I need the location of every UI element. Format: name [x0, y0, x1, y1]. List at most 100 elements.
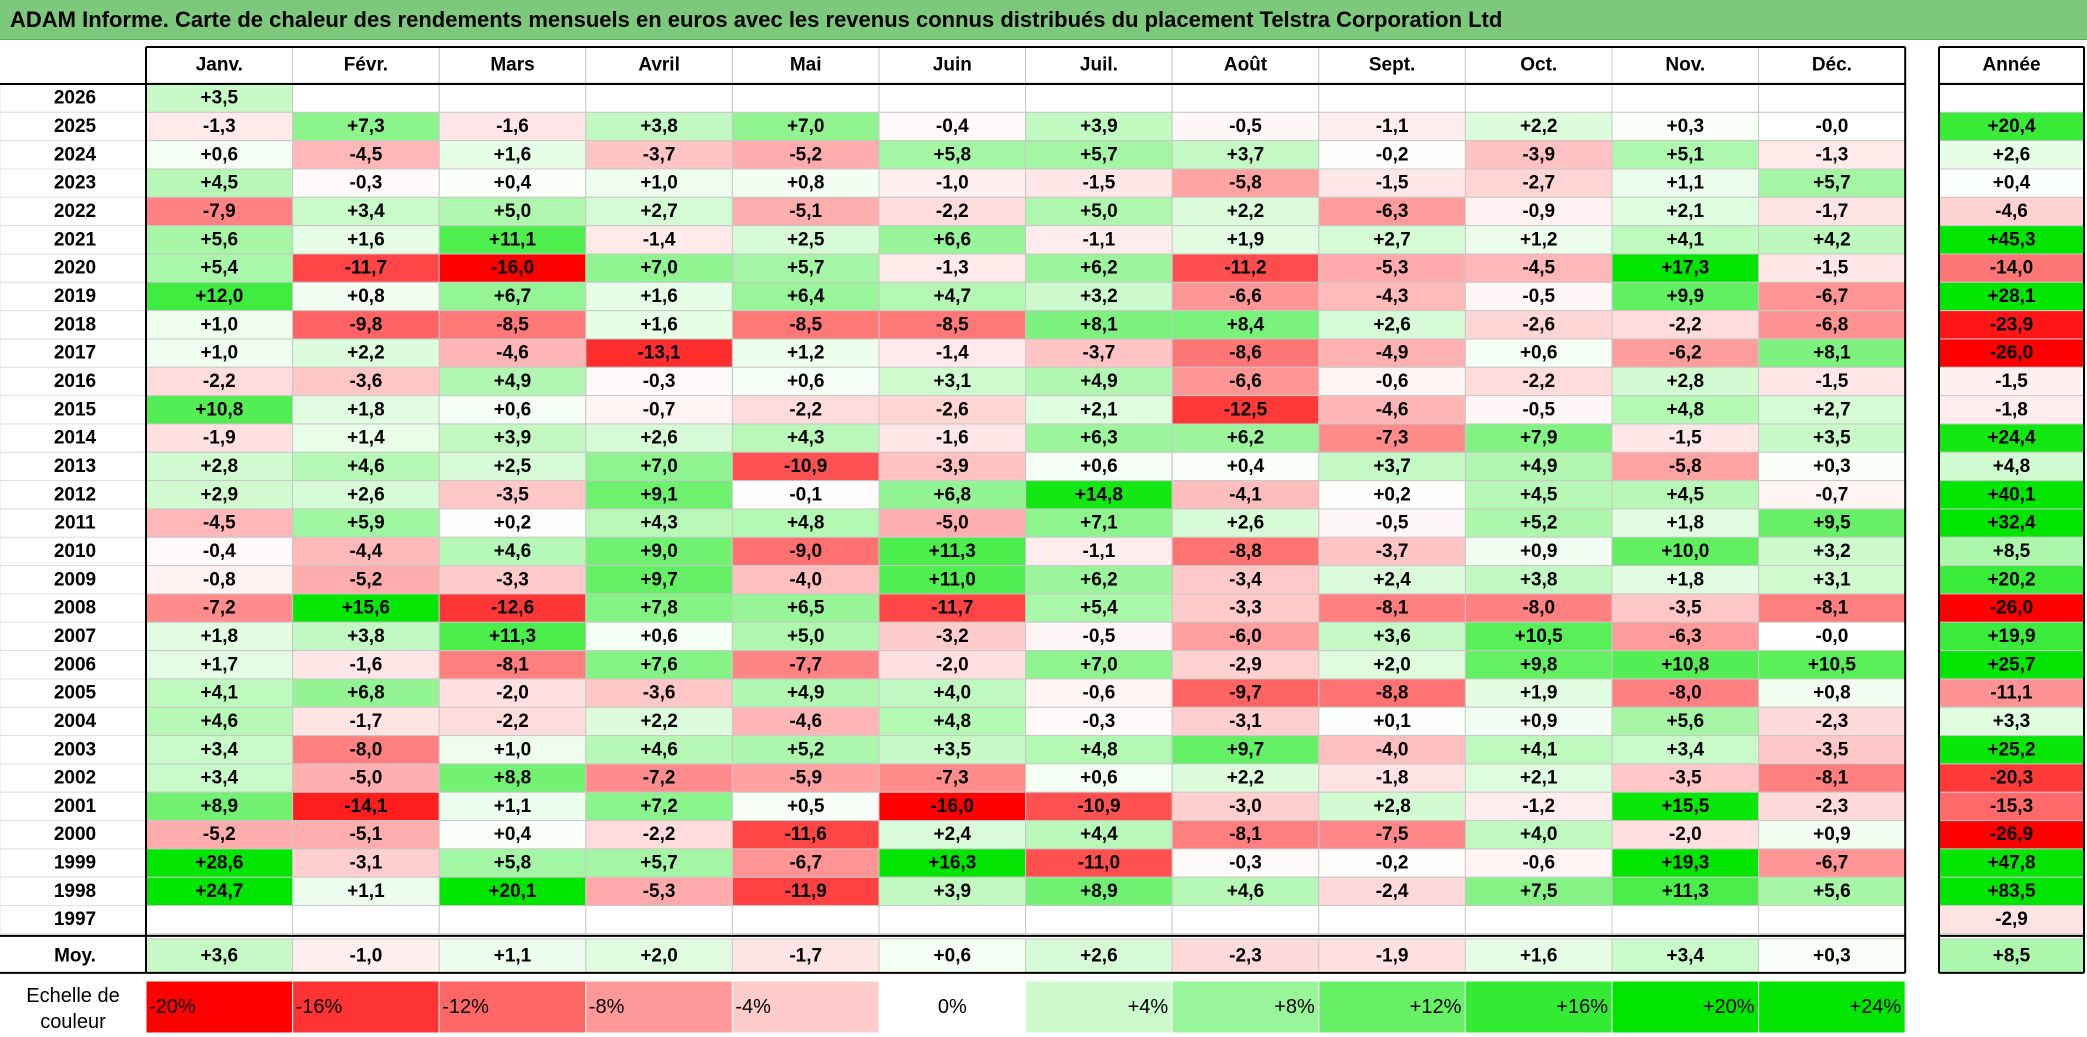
heatmap-cell — [1611, 480, 1760, 510]
heatmap-cell-value: +3,7 — [1373, 456, 1411, 477]
heatmap-cell — [1318, 253, 1466, 283]
heatmap-cell — [292, 678, 440, 708]
heatmap-cell-value: -0,0 — [1816, 626, 1849, 647]
heatmap-cell — [1758, 480, 1906, 510]
heatmap-cell — [1464, 310, 1613, 340]
heatmap-cell-value: -3,5 — [1816, 739, 1849, 760]
heatmap-cell — [585, 253, 733, 283]
heatmap-cell-value: -2,2 — [1522, 371, 1555, 392]
heatmap-cell-value: +4,3 — [787, 428, 825, 449]
heatmap-cell-value: +7,2 — [640, 796, 678, 817]
year-label: 2004 — [54, 711, 97, 732]
heatmap-cell — [1171, 905, 1320, 935]
heatmap-cell-value: +1,9 — [1520, 683, 1558, 704]
heatmap-cell — [1025, 735, 1173, 765]
heatmap-cell — [1611, 395, 1760, 425]
heatmap-cell-value: +9,8 — [1520, 654, 1558, 675]
heatmap-cell-value: +2,7 — [1813, 399, 1851, 420]
heatmap-cell-value: -5,3 — [1376, 258, 1409, 279]
heatmap-cell-value: +4,9 — [1520, 456, 1558, 477]
heatmap-cell — [1171, 508, 1320, 538]
heatmap-cell — [1758, 423, 1906, 453]
heatmap-cell — [585, 536, 733, 567]
heatmap-cell — [1464, 565, 1613, 595]
annual-cell-value: +20,4 — [1987, 116, 2036, 137]
heatmap-cell-value: +1,8 — [347, 399, 385, 420]
year-label-cell — [0, 650, 147, 680]
heatmap-cell-value: -0,1 — [789, 484, 822, 505]
heatmap-cell — [585, 905, 733, 935]
annual-cell-value: +2,6 — [1993, 144, 2031, 165]
heatmap-cell-value: -8,8 — [1376, 683, 1409, 704]
annual-cell — [1938, 253, 2085, 283]
avg-cell-value: +1,1 — [494, 945, 532, 966]
heatmap-cell — [438, 565, 587, 595]
heatmap-cell — [1611, 83, 1760, 113]
heatmap-cell-value: +6,8 — [934, 484, 972, 505]
heatmap-cell — [731, 905, 880, 935]
heatmap-cell — [1171, 423, 1320, 453]
heatmap-cell-value: +6,7 — [494, 286, 532, 307]
year-label: 2016 — [54, 371, 96, 392]
heatmap-cell — [1464, 225, 1613, 255]
heatmap-cell — [1025, 565, 1173, 595]
heatmap-cell-value: -5,1 — [789, 201, 822, 222]
heatmap-cell-value: +5,7 — [1080, 144, 1118, 165]
heatmap-cell — [1025, 593, 1173, 623]
heatmap-cell-value: -1,1 — [1376, 116, 1409, 137]
heatmap-cell-value: +1,9 — [1227, 229, 1265, 250]
heatmap-cell — [438, 140, 587, 170]
heatmap-cell-value: +10,8 — [1661, 654, 1709, 675]
annual-cell-value: -20,3 — [1990, 768, 2033, 789]
heatmap-cell-value: +2,2 — [347, 343, 385, 364]
heatmap-cell — [1464, 536, 1613, 567]
year-label: 2006 — [54, 654, 96, 675]
heatmap-cell-value: -0,6 — [1522, 853, 1555, 874]
heatmap-cell-value: +2,1 — [1520, 768, 1558, 789]
heatmap-cell — [292, 253, 440, 283]
heatmap-cell — [1611, 253, 1760, 283]
heatmap-cell — [1464, 451, 1613, 482]
heatmap-cell-value: +4,5 — [201, 173, 239, 194]
annual-cell — [1938, 83, 2085, 113]
heatmap-cell — [878, 820, 1027, 850]
heatmap-cell — [1025, 508, 1173, 538]
heatmap-cell-value: -8,5 — [496, 314, 529, 335]
scale-swatch-label: +20% — [1703, 996, 1755, 1018]
avg-cell-value: +3,4 — [1667, 945, 1705, 966]
heatmap-cell-value: +4,3 — [640, 513, 678, 534]
heatmap-cell — [1025, 83, 1173, 113]
month-header-label: Mars — [490, 55, 534, 76]
heatmap-cell — [1171, 820, 1320, 850]
heatmap-cell — [292, 706, 440, 737]
heatmap-cell-value: +0,6 — [1520, 343, 1558, 364]
heatmap-cell-value: +2,4 — [1373, 569, 1411, 590]
heatmap-cell-value: -0,5 — [1229, 116, 1262, 137]
heatmap-cell-value: -2,3 — [1816, 711, 1849, 732]
heatmap-cell-value: +0,6 — [640, 626, 678, 647]
heatmap-cell-value: -2,2 — [1669, 314, 1702, 335]
heatmap-cell — [1318, 196, 1466, 227]
annual-cell-value: +8,5 — [1993, 541, 2031, 562]
heatmap-cell — [145, 905, 294, 935]
heatmap-cell — [1758, 791, 1906, 822]
heatmap-cell — [1758, 706, 1906, 737]
heatmap-cell-value: +1,7 — [201, 654, 239, 675]
heatmap-cell-value: -6,3 — [1376, 201, 1409, 222]
heatmap-cell — [1171, 678, 1320, 708]
heatmap-cell-value: +0,6 — [201, 144, 239, 165]
heatmap-cell-value: -14,1 — [344, 796, 388, 817]
heatmap-cell-value: -11,0 — [1078, 853, 1120, 874]
heatmap-cell-value: +3,9 — [494, 428, 532, 449]
heatmap-cell-value: +3,2 — [1813, 541, 1851, 562]
heatmap-cell-value: +3,1 — [934, 371, 972, 392]
heatmap-cell — [1318, 111, 1466, 142]
heatmap-cell-value: -8,0 — [1522, 598, 1555, 619]
heatmap-cell — [878, 706, 1027, 737]
heatmap-cell — [1171, 565, 1320, 595]
annual-cell — [1938, 621, 2085, 652]
heatmap-cell-value: +4,6 — [1227, 881, 1265, 902]
heatmap-cell — [438, 621, 587, 652]
heatmap-cell-value: +4,6 — [640, 739, 678, 760]
heatmap-cell-value: -0,7 — [643, 399, 676, 420]
